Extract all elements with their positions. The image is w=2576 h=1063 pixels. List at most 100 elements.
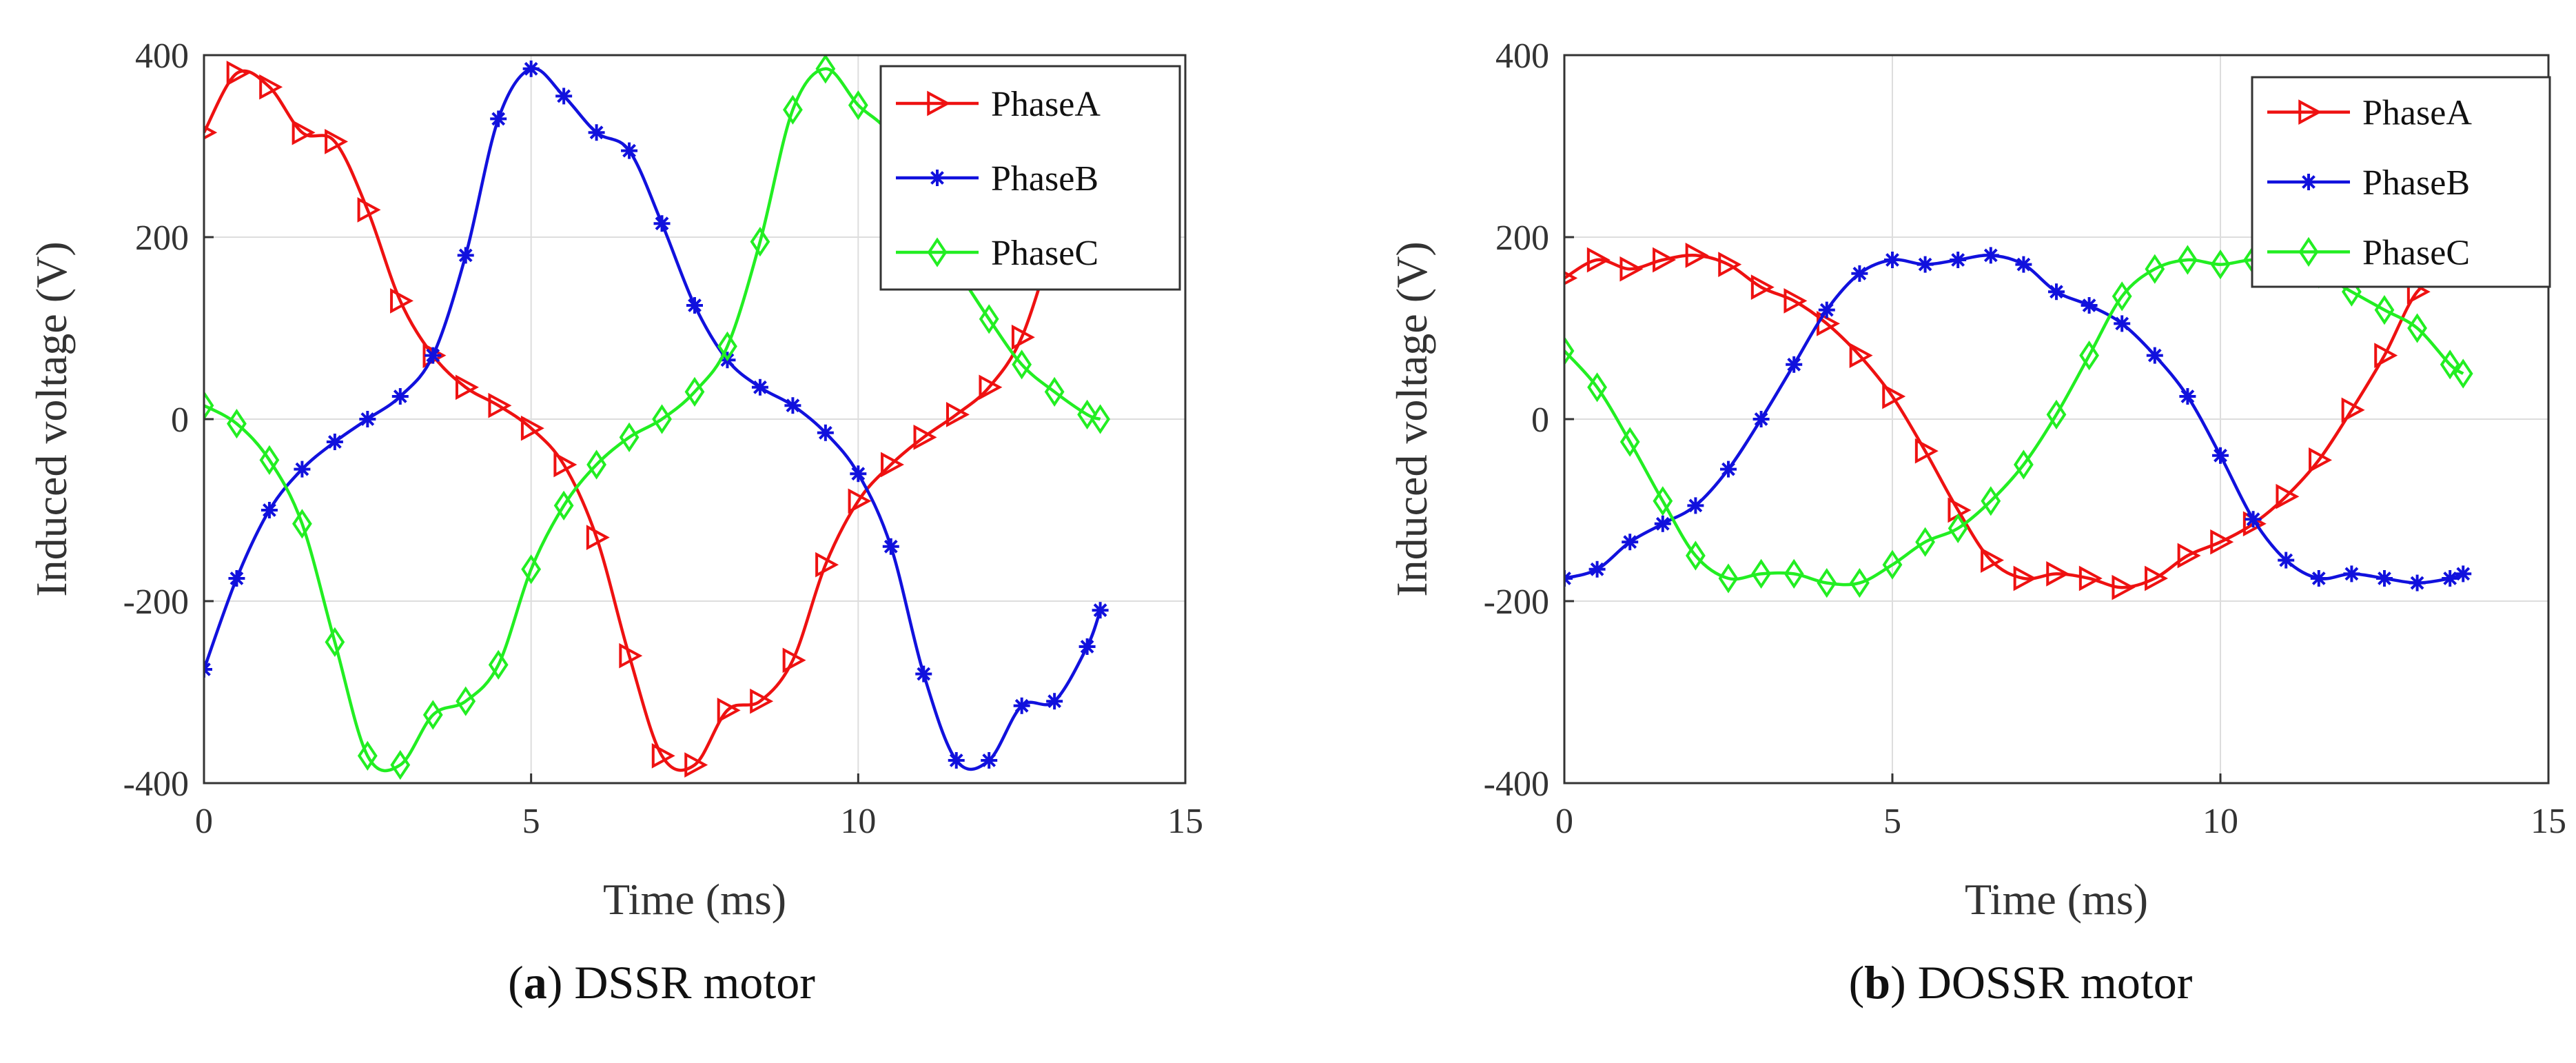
series-point-phasec (1817, 567, 1837, 598)
series-point-phasea (455, 374, 479, 401)
y-tick-label: 0 (171, 401, 189, 440)
series-point-phasea (2013, 565, 2037, 591)
series-point-phasea (2210, 529, 2234, 555)
series-point-phaseb-stroke (393, 389, 407, 403)
caption-text: ) DOSSR motor (1890, 956, 2193, 1009)
legend: PhaseA PhaseB PhaseC (2251, 76, 2551, 288)
series-point-phasea (2374, 343, 2398, 368)
caption-letter: b (1864, 956, 1890, 1009)
series-point-phaseb (204, 661, 212, 678)
series-point-phaseb (588, 124, 605, 141)
series-point-phasec (1619, 427, 1640, 457)
series-point-phaseb (391, 388, 409, 405)
series-point-phaseb (2278, 551, 2295, 569)
series-point-phasec (1587, 372, 1608, 403)
legend-label: PhaseB (2362, 163, 2470, 203)
series-point-phaseb (981, 752, 998, 769)
series-point-phaseb (1982, 247, 1999, 264)
series-point-phaseb (850, 465, 867, 483)
series-point-phasec (1564, 336, 1575, 366)
series-point-phasec (1044, 376, 1065, 407)
y-tick-label: 200 (135, 219, 189, 258)
series-point-phaseb-stroke (1093, 603, 1107, 618)
series-point-phaseb (1092, 602, 1109, 619)
legend-label: PhaseA (2362, 94, 2472, 133)
y-tick-label: -200 (1484, 583, 1549, 622)
y-tick-label: 400 (1495, 37, 1549, 76)
series-point-phasec (2112, 281, 2132, 312)
series-point-phaseb-stroke (458, 248, 473, 263)
x-tick-label: 10 (2202, 802, 2238, 841)
legend-item-phaseb: PhaseB (2267, 163, 2470, 203)
series-point-phaseb (2081, 297, 2098, 314)
series-point-phasec (1685, 540, 1706, 571)
series-point-phasea (1981, 547, 2005, 573)
legend-label: PhaseC (2362, 233, 2470, 272)
legend-label: PhaseC (991, 234, 1098, 273)
legend-marker (927, 90, 951, 117)
x-axis-label: Time (ms) (1965, 875, 2148, 924)
series-point-phasea (1653, 247, 1677, 273)
legend-label: PhaseA (991, 85, 1101, 124)
caption-text: ) DSSR motor (547, 956, 816, 1009)
series-point-phaseb (2212, 447, 2229, 464)
series-point-phaseb-stroke (295, 462, 309, 476)
series-point-phasea (520, 415, 544, 441)
series-point-phaseb-stroke (622, 143, 636, 158)
series-point-phaseb-stroke (229, 571, 244, 585)
y-tick-label: -200 (123, 583, 189, 622)
series-point-phaseb-stroke (1951, 253, 1965, 267)
series-point-phasec (1981, 486, 2001, 516)
series-point-phasec (2177, 245, 2198, 275)
series-point-phasec (1090, 404, 1110, 434)
series-point-phaseb (1950, 252, 1967, 268)
series-point-phasea (913, 425, 937, 450)
series-point-phaseb-stroke (2180, 389, 2195, 403)
series-point-phasec (2046, 399, 2067, 430)
series-point-phaseb-stroke (1787, 357, 1801, 372)
series-point-phasea (1619, 256, 1644, 282)
series-point-phasea (2046, 561, 2070, 587)
series-point-phasec (848, 90, 868, 121)
legend-item-phaseb: PhaseB (896, 159, 1098, 199)
series-point-phaseb-stroke (1047, 694, 1062, 709)
legend-item-phasec: PhaseC (2267, 233, 2470, 272)
series-point-phasea (325, 129, 349, 154)
series-point-phaseb (425, 347, 442, 364)
series-point-phasea (488, 392, 512, 418)
series-point-phaseb (1564, 570, 1573, 587)
x-tick-label: 5 (522, 802, 540, 841)
series-point-phaseb-stroke (557, 89, 571, 103)
series-point-phasea (1750, 274, 1775, 300)
series-point-phasea (1783, 288, 1808, 314)
series-point-phasea (651, 743, 675, 769)
series-point-phasec (2079, 340, 2100, 371)
series-point-phaseb (882, 538, 899, 555)
series-point-phaseb-stroke (360, 412, 375, 426)
series-point-phasec (204, 390, 214, 421)
legend-item-phasea: PhaseA (2267, 94, 2472, 133)
series-point-phasea (1849, 343, 1873, 368)
series-point-phasec (586, 449, 607, 480)
series-point-phaseb-stroke (2410, 576, 2424, 590)
series-point-phaseb-stroke (883, 539, 898, 554)
caption-letter: a (524, 956, 547, 1009)
series-point-phasec (652, 404, 672, 434)
series-point-phaseb (2343, 565, 2360, 583)
series-point-phaseb-stroke (2443, 571, 2457, 585)
series-phaseb (1564, 247, 2472, 591)
series-point-phaseb (1884, 252, 1901, 268)
series-point-phaseb (2146, 347, 2163, 364)
y-axis-label: Induced voltage (V) (1387, 241, 1436, 596)
series-point-phasea (1914, 438, 1939, 464)
series-line-phasea (1564, 253, 2464, 589)
series-point-phaseb-stroke (1655, 516, 1670, 531)
series-point-phasea (750, 688, 774, 714)
x-tick-label: 5 (1883, 802, 1901, 841)
series-point-phaseb-stroke (2378, 571, 2391, 585)
series-point-phaseb (1013, 697, 1030, 714)
series-point-phaseb-stroke (2082, 298, 2096, 312)
series-point-phaseb (490, 110, 507, 128)
series-point-phaseb-stroke (263, 503, 276, 517)
series-point-phaseb-stroke (426, 348, 440, 363)
